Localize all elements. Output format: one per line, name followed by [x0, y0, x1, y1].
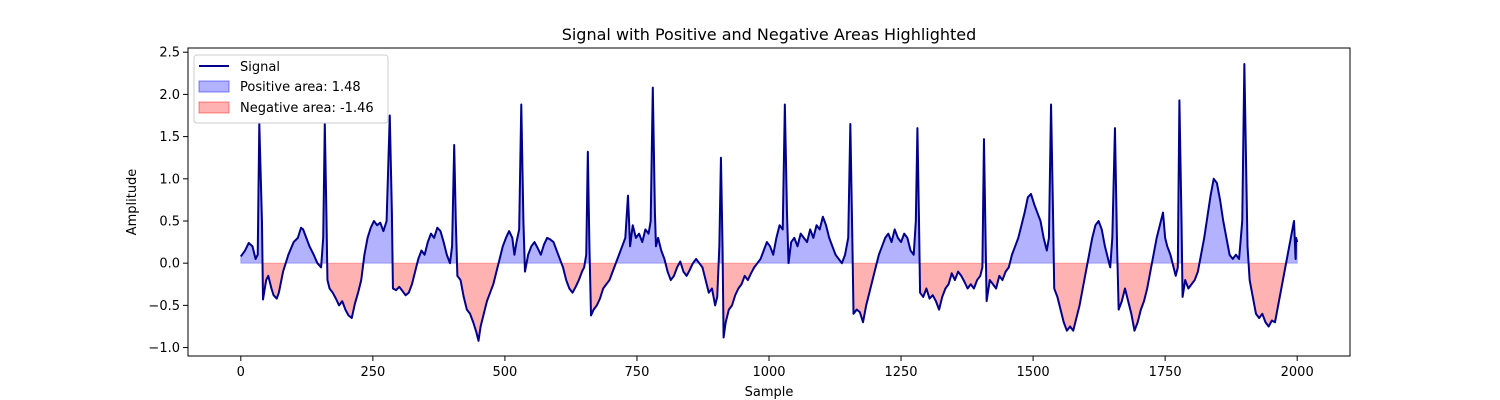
signal-line — [240, 63, 1299, 342]
x-axis-label: Sample — [745, 385, 794, 400]
x-tick-label: 1750 — [1149, 365, 1182, 380]
signal-layer — [240, 63, 1299, 342]
x-axis: 0 250 500 750 1000 1250 1500 1750 2000 — [237, 356, 1314, 380]
legend-negative-swatch — [198, 101, 230, 114]
y-tick-label: 0.5 — [159, 214, 180, 229]
y-tick-label: 1.5 — [159, 130, 180, 145]
x-tick-label: 1500 — [1017, 365, 1050, 380]
x-tick-label: 2000 — [1281, 365, 1314, 380]
x-tick-label: 500 — [492, 365, 517, 380]
legend: Signal Positive area: 1.48 Negative area… — [193, 54, 389, 124]
y-tick-label: 2.0 — [159, 88, 180, 103]
plot-area — [187, 47, 1351, 357]
y-axis: −1.0 −0.5 0.0 0.5 1.0 1.5 2.0 2.5 — [148, 46, 188, 356]
y-tick-label: 2.5 — [159, 46, 180, 61]
y-tick-label: 0.0 — [159, 257, 180, 272]
legend-box — [193, 54, 389, 124]
legend-positive-label: Positive area: 1.48 — [240, 80, 361, 95]
x-tick-label: 250 — [360, 365, 385, 380]
x-tick-label: 750 — [625, 365, 650, 380]
y-tick-label: −0.5 — [148, 299, 180, 314]
legend-negative-label: Negative area: -1.46 — [240, 101, 374, 116]
y-tick-label: 1.0 — [159, 172, 180, 187]
x-tick-label: 1250 — [884, 365, 917, 380]
legend-signal-label: Signal — [240, 60, 280, 75]
x-tick-label: 1000 — [752, 365, 785, 380]
y-tick-label: −1.0 — [148, 341, 180, 356]
x-tick-label: 0 — [237, 365, 245, 380]
legend-positive-swatch — [198, 80, 230, 93]
chart-title: Signal with Positive and Negative Areas … — [562, 25, 977, 44]
y-axis-label: Amplitude — [125, 169, 140, 236]
